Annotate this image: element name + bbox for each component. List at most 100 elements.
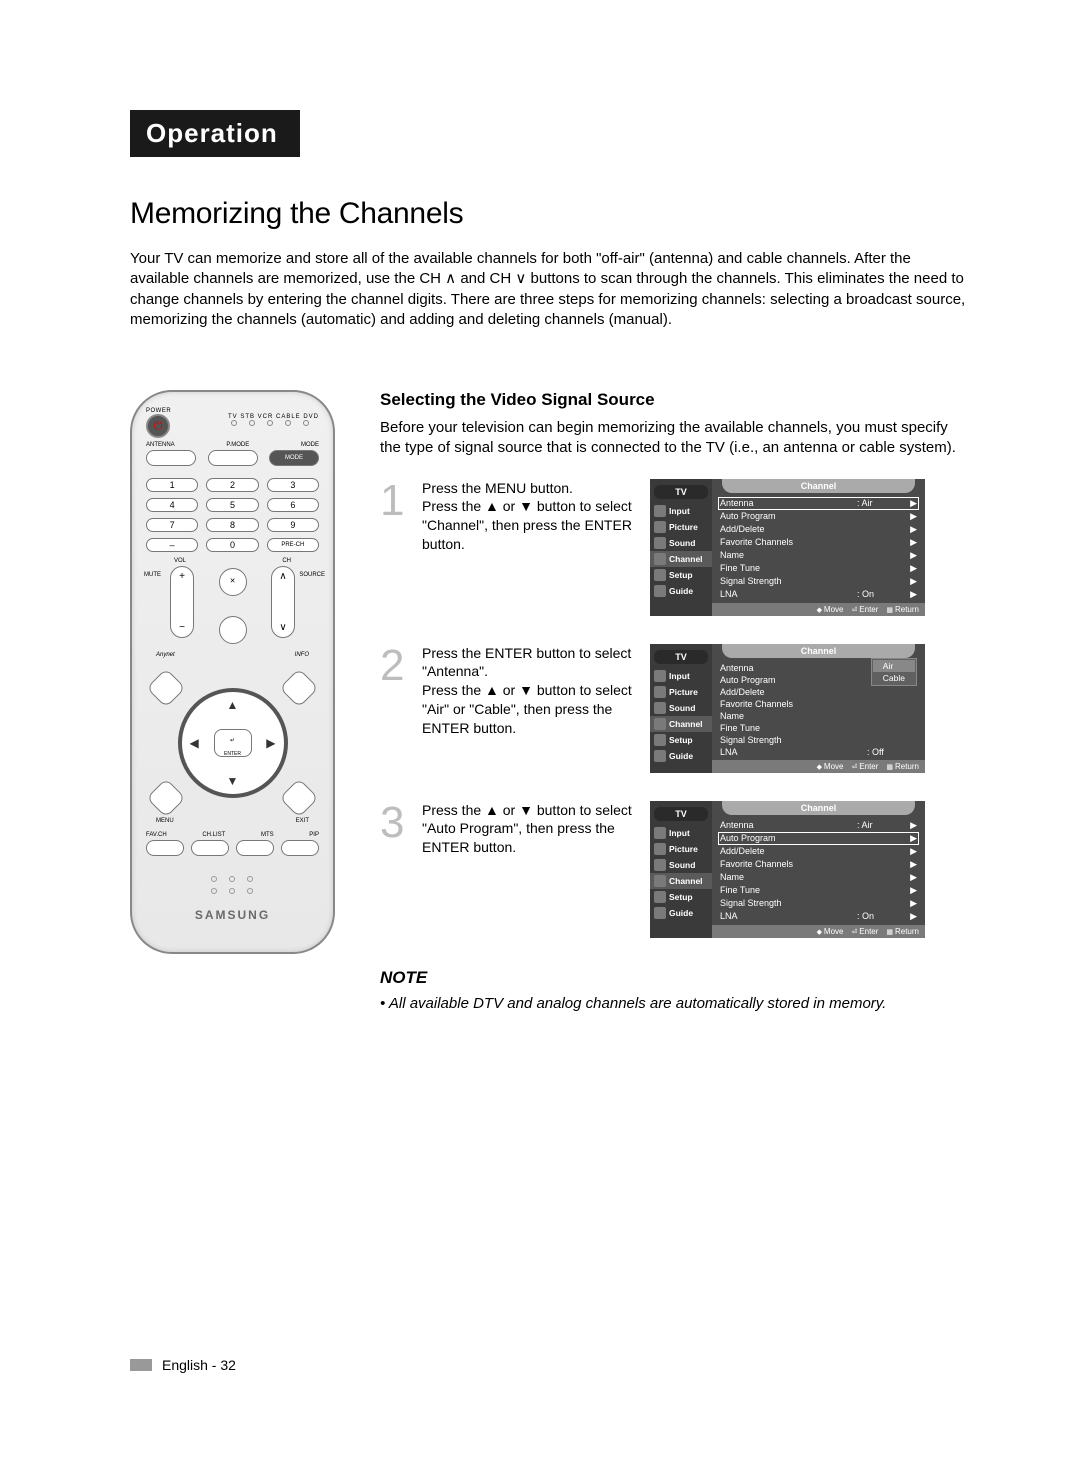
power-button[interactable]: ⏻	[146, 414, 170, 438]
osd-side-input[interactable]: Input	[650, 503, 712, 519]
antenna-dropdown[interactable]: Air Cable	[871, 658, 917, 686]
osd-row-lna[interactable]: LNA: Off	[718, 746, 919, 758]
osd-side-channel[interactable]: Channel	[650, 716, 712, 732]
osd-title: Channel	[722, 479, 915, 493]
pip-label: PIP	[309, 832, 319, 838]
osd-title: Channel	[722, 801, 915, 815]
osd-row-name[interactable]: Name▶	[718, 871, 919, 884]
osd-side-guide[interactable]: Guide	[650, 748, 712, 764]
dpad-up-icon[interactable]: ▲	[227, 698, 239, 712]
volume-rocker[interactable]: +−	[170, 566, 194, 638]
vol-label: VOL	[174, 558, 186, 564]
prech-button[interactable]: PRE-CH	[267, 538, 319, 552]
anynet-button[interactable]	[146, 668, 186, 708]
favch-button[interactable]	[146, 840, 184, 856]
num-1[interactable]: 1	[146, 478, 198, 492]
dpad-right-icon[interactable]: ▶	[266, 736, 275, 750]
osd-row-finetune[interactable]: Fine Tune	[718, 722, 919, 734]
num-5[interactable]: 5	[206, 498, 258, 512]
osd-side-setup[interactable]: Setup	[650, 889, 712, 905]
chlist-button[interactable]	[191, 840, 229, 856]
sub-paragraph: Before your television can begin memoriz…	[380, 418, 970, 459]
info-button[interactable]	[279, 668, 319, 708]
osd-side-setup[interactable]: Setup	[650, 732, 712, 748]
exit-button[interactable]	[279, 778, 319, 818]
dpad-left-icon[interactable]: ◀	[190, 736, 199, 750]
source-button[interactable]	[219, 616, 247, 644]
channel-rocker[interactable]: ∧∨	[271, 566, 295, 638]
num-9[interactable]: 9	[267, 518, 319, 532]
menu-button[interactable]	[146, 778, 186, 818]
osd-row-adddelete[interactable]: Add/Delete▶	[718, 523, 919, 536]
osd-footer: Move Enter Return	[712, 760, 925, 773]
brand-logo: SAMSUNG	[146, 908, 319, 922]
osd-side-setup[interactable]: Setup	[650, 567, 712, 583]
pmode-button[interactable]	[208, 450, 258, 466]
num-2[interactable]: 2	[206, 478, 258, 492]
osd-row-signal[interactable]: Signal Strength	[718, 734, 919, 746]
osd-row-adddelete[interactable]: Add/Delete	[718, 686, 919, 698]
osd-row-finetune[interactable]: Fine Tune▶	[718, 562, 919, 575]
osd-row-autoprogram[interactable]: Auto Program▶	[718, 510, 919, 523]
osd-side-guide[interactable]: Guide	[650, 905, 712, 921]
mute-button[interactable]: ✕	[219, 568, 247, 596]
osd-side-sound[interactable]: Sound	[650, 700, 712, 716]
osd-tv-badge: TV	[654, 485, 708, 499]
dropdown-cable[interactable]: Cable	[873, 672, 915, 684]
antenna-button[interactable]	[146, 450, 196, 466]
osd-side-guide[interactable]: Guide	[650, 583, 712, 599]
osd-side-picture[interactable]: Picture	[650, 841, 712, 857]
osd-row-lna[interactable]: LNA: On▶	[718, 588, 919, 601]
dpad-down-icon[interactable]: ▼	[227, 774, 239, 788]
ch-up-icon: ∧	[445, 270, 456, 287]
osd-side-input[interactable]: Input	[650, 825, 712, 841]
osd-row-finetune[interactable]: Fine Tune▶	[718, 884, 919, 897]
osd-row-name[interactable]: Name▶	[718, 549, 919, 562]
mts-button[interactable]	[236, 840, 274, 856]
num-6[interactable]: 6	[267, 498, 319, 512]
number-pad: 1 2 3 4 5 6 7 8 9 – 0 PRE-CH	[146, 478, 319, 552]
note-heading: NOTE	[380, 968, 970, 988]
osd-side-picture[interactable]: Picture	[650, 519, 712, 535]
pip-button[interactable]	[281, 840, 319, 856]
osd-row-autoprogram[interactable]: Auto Program▶	[718, 832, 919, 845]
footer-bar	[130, 1359, 152, 1371]
osd-row-antenna[interactable]: Antenna: Air▶	[718, 497, 919, 510]
osd-row-favorite[interactable]: Favorite Channels▶	[718, 536, 919, 549]
mode-button[interactable]: MODE	[269, 450, 319, 466]
num-0[interactable]: 0	[206, 538, 258, 552]
osd-side-picture[interactable]: Picture	[650, 684, 712, 700]
picture-icon	[654, 843, 666, 855]
osd-row-signal[interactable]: Signal Strength▶	[718, 575, 919, 588]
power-label: POWER	[146, 408, 171, 414]
num-dash[interactable]: –	[146, 538, 198, 552]
osd-row-name[interactable]: Name	[718, 710, 919, 722]
num-7[interactable]: 7	[146, 518, 198, 532]
osd-side-channel[interactable]: Channel	[650, 551, 712, 567]
step-number: 2	[380, 644, 404, 688]
dpad-ring[interactable]: ▲ ▼ ◀ ▶ ↵ENTER	[178, 688, 288, 798]
dropdown-air[interactable]: Air	[873, 660, 915, 672]
osd-row-favorite[interactable]: Favorite Channels	[718, 698, 919, 710]
enter-button[interactable]: ↵ENTER	[214, 729, 252, 757]
lower-dots	[146, 876, 319, 894]
antenna-label: ANTENNA	[146, 442, 175, 448]
osd-row-lna[interactable]: LNA: On▶	[718, 910, 919, 923]
num-3[interactable]: 3	[267, 478, 319, 492]
setup-icon	[654, 734, 666, 746]
osd-row-antenna[interactable]: Antenna: Air▶	[718, 819, 919, 832]
osd-row-signal[interactable]: Signal Strength▶	[718, 897, 919, 910]
osd-side-sound[interactable]: Sound	[650, 535, 712, 551]
chlist-label: CH.LIST	[202, 832, 225, 838]
osd-side-channel[interactable]: Channel	[650, 873, 712, 889]
mode-dot	[231, 420, 237, 426]
osd-side-input[interactable]: Input	[650, 668, 712, 684]
step-3: 3 Press the ▲ or ▼ button to select "Aut…	[380, 801, 970, 938]
osd-side-sound[interactable]: Sound	[650, 857, 712, 873]
num-8[interactable]: 8	[206, 518, 258, 532]
exit-label: EXIT	[296, 818, 309, 824]
osd-row-adddelete[interactable]: Add/Delete▶	[718, 845, 919, 858]
num-4[interactable]: 4	[146, 498, 198, 512]
osd-row-favorite[interactable]: Favorite Channels▶	[718, 858, 919, 871]
setup-icon	[654, 569, 666, 581]
